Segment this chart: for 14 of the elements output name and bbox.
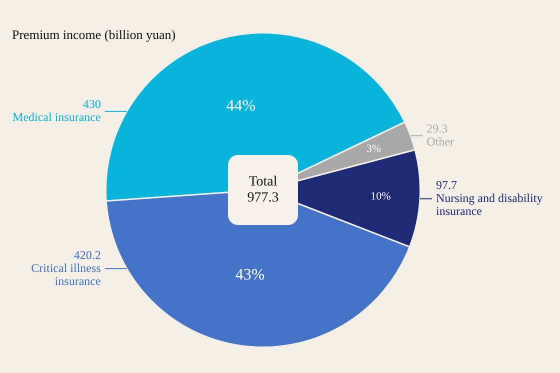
chart-title: Premium income (billion yuan) [12,27,176,43]
text: 3% [366,143,382,156]
text: 44% [226,98,256,115]
data-label: 430 [82,97,101,112]
text: 43% [235,266,265,284]
slice-label: Other [426,134,454,148]
text: Total 977.3 [247,174,279,206]
slice-label: Critical illness insurance [31,260,102,288]
text: 10% [370,190,391,202]
data-label: 29.3 [426,121,448,136]
data-label: 420.2 [74,248,101,262]
data-label: 97.7 [436,178,458,192]
slice-label: Medical insurance [12,110,101,124]
slice-label: Nursing and disability insurance [436,190,543,218]
